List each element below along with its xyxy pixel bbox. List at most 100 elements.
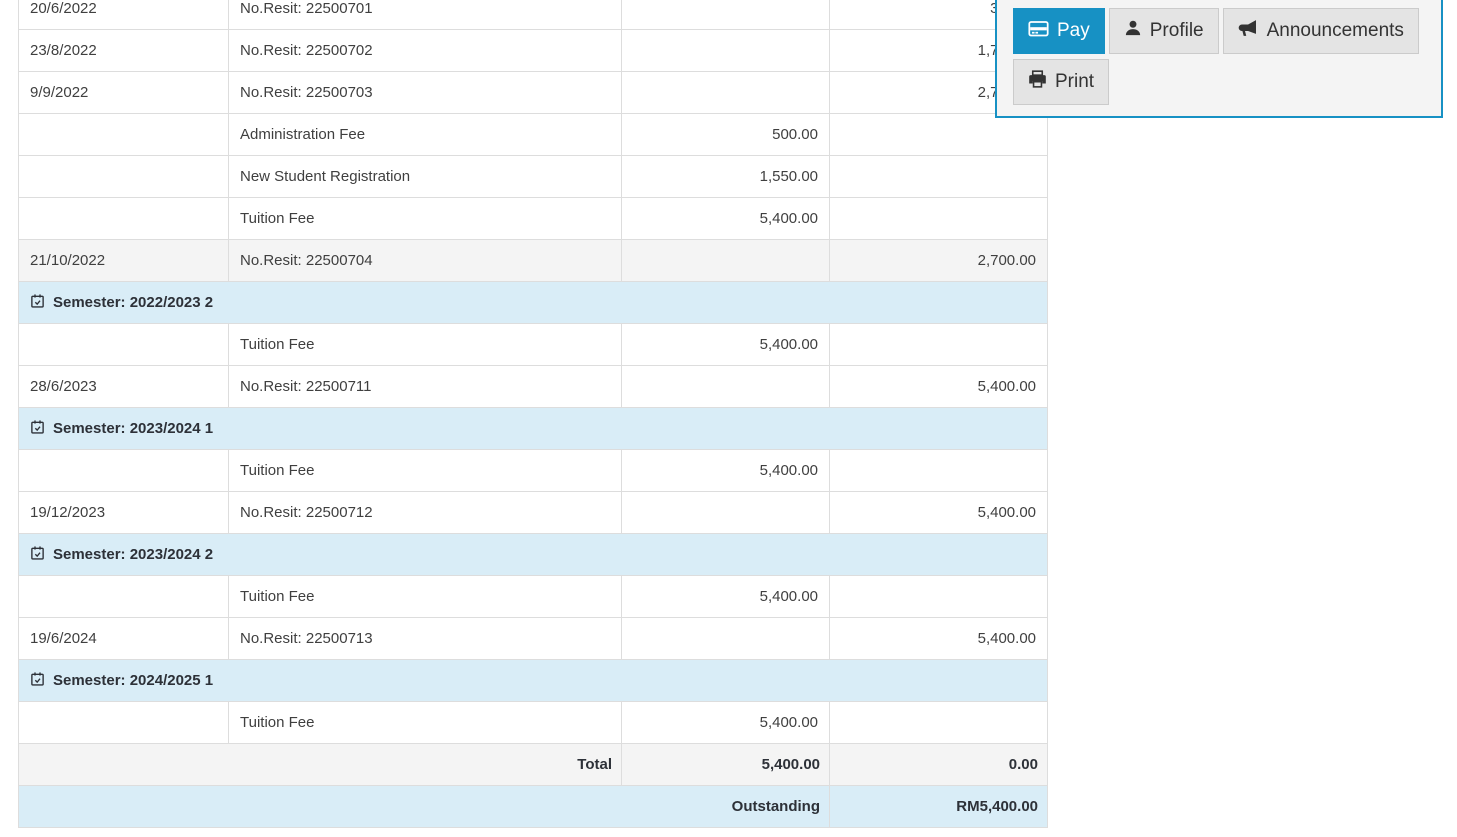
table-row: Tuition Fee 5,400.00 [18, 323, 1048, 366]
description-cell: No.Resit: 22500701 [228, 0, 622, 30]
table-row: Tuition Fee 5,400.00 [18, 449, 1048, 492]
table-row: Administration Fee 500.00 [18, 113, 1048, 156]
debit-cell: 5,400.00 [621, 701, 830, 744]
semester-header-row: Semester: 2024/2025 1 [18, 659, 1048, 702]
description-cell: Tuition Fee [228, 323, 622, 366]
outstanding-label-cell: Outstanding [18, 785, 830, 828]
credit-cell: 5,400.00 [829, 617, 1048, 660]
semester-header-cell: Semester: 2022/2023 2 [18, 281, 1048, 324]
table-row: 9/9/2022 No.Resit: 22500703 2,700.00 [18, 71, 1048, 114]
calendar-check-icon [30, 545, 45, 565]
credit-cell: 5,400.00 [829, 365, 1048, 408]
table-row: Tuition Fee 5,400.00 [18, 701, 1048, 744]
description-cell: No.Resit: 22500711 [228, 365, 622, 408]
credit-cell [829, 323, 1048, 366]
credit-cell [829, 449, 1048, 492]
description-cell: No.Resit: 22500702 [228, 29, 622, 72]
date-cell: 28/6/2023 [18, 365, 229, 408]
debit-cell: 5,400.00 [621, 575, 830, 618]
table-row: 23/8/2022 No.Resit: 22500702 1,750.00 [18, 29, 1048, 72]
description-cell: New Student Registration [228, 155, 622, 198]
announcements-button[interactable]: Announcements [1222, 8, 1419, 54]
debit-cell: 1,550.00 [621, 155, 830, 198]
print-button-label: Print [1055, 71, 1095, 92]
semester-header-cell: Semester: 2023/2024 1 [18, 407, 1048, 450]
profile-button-label: Profile [1149, 20, 1204, 41]
date-cell [18, 197, 229, 240]
debit-cell [621, 29, 830, 72]
description-cell: No.Resit: 22500712 [228, 491, 622, 534]
semester-header-row: Semester: 2023/2024 1 [18, 407, 1048, 450]
table-row: 21/10/2022 No.Resit: 22500704 2,700.00 [18, 239, 1048, 282]
table-row: 19/12/2023 No.Resit: 22500712 5,400.00 [18, 491, 1048, 534]
actions-button-row: Pay Profile Announcements Print [1013, 8, 1425, 110]
table-row: Tuition Fee 5,400.00 [18, 575, 1048, 618]
date-cell: 21/10/2022 [18, 239, 229, 282]
debit-cell [621, 239, 830, 282]
description-cell: Tuition Fee [228, 701, 622, 744]
description-cell: No.Resit: 22500713 [228, 617, 622, 660]
calendar-check-icon [30, 293, 45, 313]
debit-cell: 5,400.00 [621, 197, 830, 240]
semester-header-cell: Semester: 2023/2024 2 [18, 533, 1048, 576]
calendar-check-icon [30, 419, 45, 439]
fee-statement-table-wrap: 20/6/2022 No.Resit: 22500701 300.00 23/8… [18, 0, 1048, 828]
total-credit-cell: 0.00 [829, 743, 1048, 786]
debit-cell: 500.00 [621, 113, 830, 156]
semester-label: Semester: 2023/2024 1 [53, 419, 214, 437]
print-button[interactable]: Print [1013, 59, 1110, 105]
debit-cell [621, 365, 830, 408]
debit-cell [621, 491, 830, 534]
credit-cell [829, 155, 1048, 198]
user-icon [1124, 19, 1142, 43]
semester-header-row: Semester: 2023/2024 2 [18, 533, 1048, 576]
credit-cell [829, 113, 1048, 156]
semester-label: Semester: 2023/2024 2 [53, 545, 214, 563]
semester-header-cell: Semester: 2024/2025 1 [18, 659, 1048, 702]
actions-panel: Pay Profile Announcements Print [995, 0, 1443, 118]
credit-cell [829, 197, 1048, 240]
date-cell: 9/9/2022 [18, 71, 229, 114]
pay-button-label: Pay [1057, 20, 1090, 41]
semester-label: Semester: 2024/2025 1 [53, 671, 214, 689]
description-cell: Administration Fee [228, 113, 622, 156]
debit-cell: 5,400.00 [621, 323, 830, 366]
announcements-button-label: Announcements [1266, 20, 1404, 41]
table-row: 19/6/2024 No.Resit: 22500713 5,400.00 [18, 617, 1048, 660]
calendar-check-icon [30, 671, 45, 691]
date-cell [18, 449, 229, 492]
description-cell: No.Resit: 22500704 [228, 239, 622, 282]
pay-button[interactable]: Pay [1013, 8, 1105, 54]
table-row: 28/6/2023 No.Resit: 22500711 5,400.00 [18, 365, 1048, 408]
outstanding-amount-cell: RM5,400.00 [829, 785, 1048, 828]
debit-cell [621, 0, 830, 30]
date-cell [18, 113, 229, 156]
printer-icon [1028, 69, 1047, 95]
table-row: Tuition Fee 5,400.00 [18, 197, 1048, 240]
total-label-cell: Total [18, 743, 622, 786]
table-row: 20/6/2022 No.Resit: 22500701 300.00 [18, 0, 1048, 30]
debit-cell: 5,400.00 [621, 449, 830, 492]
date-cell: 19/6/2024 [18, 617, 229, 660]
credit-cell [829, 701, 1048, 744]
description-cell: No.Resit: 22500703 [228, 71, 622, 114]
date-cell [18, 701, 229, 744]
credit-cell: 5,400.00 [829, 491, 1048, 534]
date-cell [18, 155, 229, 198]
date-cell: 19/12/2023 [18, 491, 229, 534]
date-cell [18, 575, 229, 618]
total-debit-cell: 5,400.00 [621, 743, 830, 786]
table-row: New Student Registration 1,550.00 [18, 155, 1048, 198]
semester-header-row: Semester: 2022/2023 2 [18, 281, 1048, 324]
total-row: Total 5,400.00 0.00 [18, 743, 1048, 786]
date-cell: 23/8/2022 [18, 29, 229, 72]
description-cell: Tuition Fee [228, 575, 622, 618]
credit-card-icon [1028, 18, 1049, 45]
credit-cell [829, 575, 1048, 618]
date-cell: 20/6/2022 [18, 0, 229, 30]
semester-label: Semester: 2022/2023 2 [53, 293, 214, 311]
debit-cell [621, 617, 830, 660]
description-cell: Tuition Fee [228, 449, 622, 492]
profile-button[interactable]: Profile [1108, 8, 1219, 54]
